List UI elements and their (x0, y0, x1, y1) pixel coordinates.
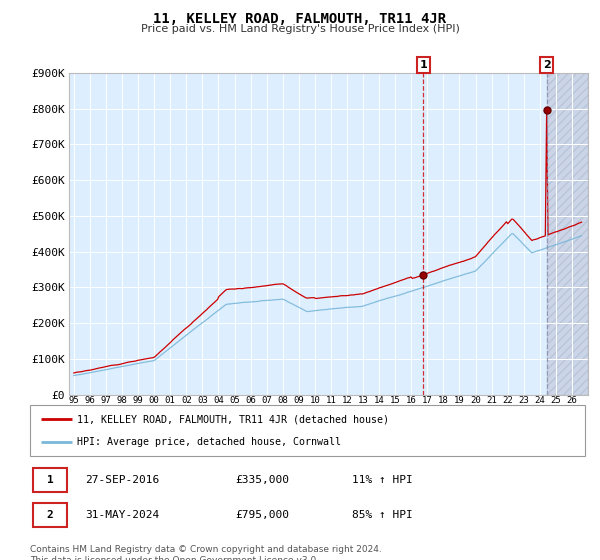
Text: £335,000: £335,000 (235, 475, 289, 485)
Text: 2: 2 (542, 60, 550, 70)
Text: 11% ↑ HPI: 11% ↑ HPI (352, 475, 413, 485)
Text: 31-MAY-2024: 31-MAY-2024 (86, 510, 160, 520)
Text: HPI: Average price, detached house, Cornwall: HPI: Average price, detached house, Corn… (77, 437, 341, 447)
Bar (547, 73, 588, 395)
Bar (33, 468, 67, 492)
Text: 1: 1 (47, 475, 53, 485)
Text: 85% ↑ HPI: 85% ↑ HPI (352, 510, 413, 520)
Text: 27-SEP-2016: 27-SEP-2016 (86, 475, 160, 485)
Text: 11, KELLEY ROAD, FALMOUTH, TR11 4JR: 11, KELLEY ROAD, FALMOUTH, TR11 4JR (154, 12, 446, 26)
Text: Contains HM Land Registry data © Crown copyright and database right 2024.
This d: Contains HM Land Registry data © Crown c… (30, 545, 382, 560)
Text: Price paid vs. HM Land Registry's House Price Index (HPI): Price paid vs. HM Land Registry's House … (140, 24, 460, 34)
Bar (33, 503, 67, 527)
Bar (547, 73, 588, 395)
Text: 1: 1 (419, 60, 427, 70)
Text: 11, KELLEY ROAD, FALMOUTH, TR11 4JR (detached house): 11, KELLEY ROAD, FALMOUTH, TR11 4JR (det… (77, 414, 389, 424)
Text: 2: 2 (47, 510, 53, 520)
Text: £795,000: £795,000 (235, 510, 289, 520)
